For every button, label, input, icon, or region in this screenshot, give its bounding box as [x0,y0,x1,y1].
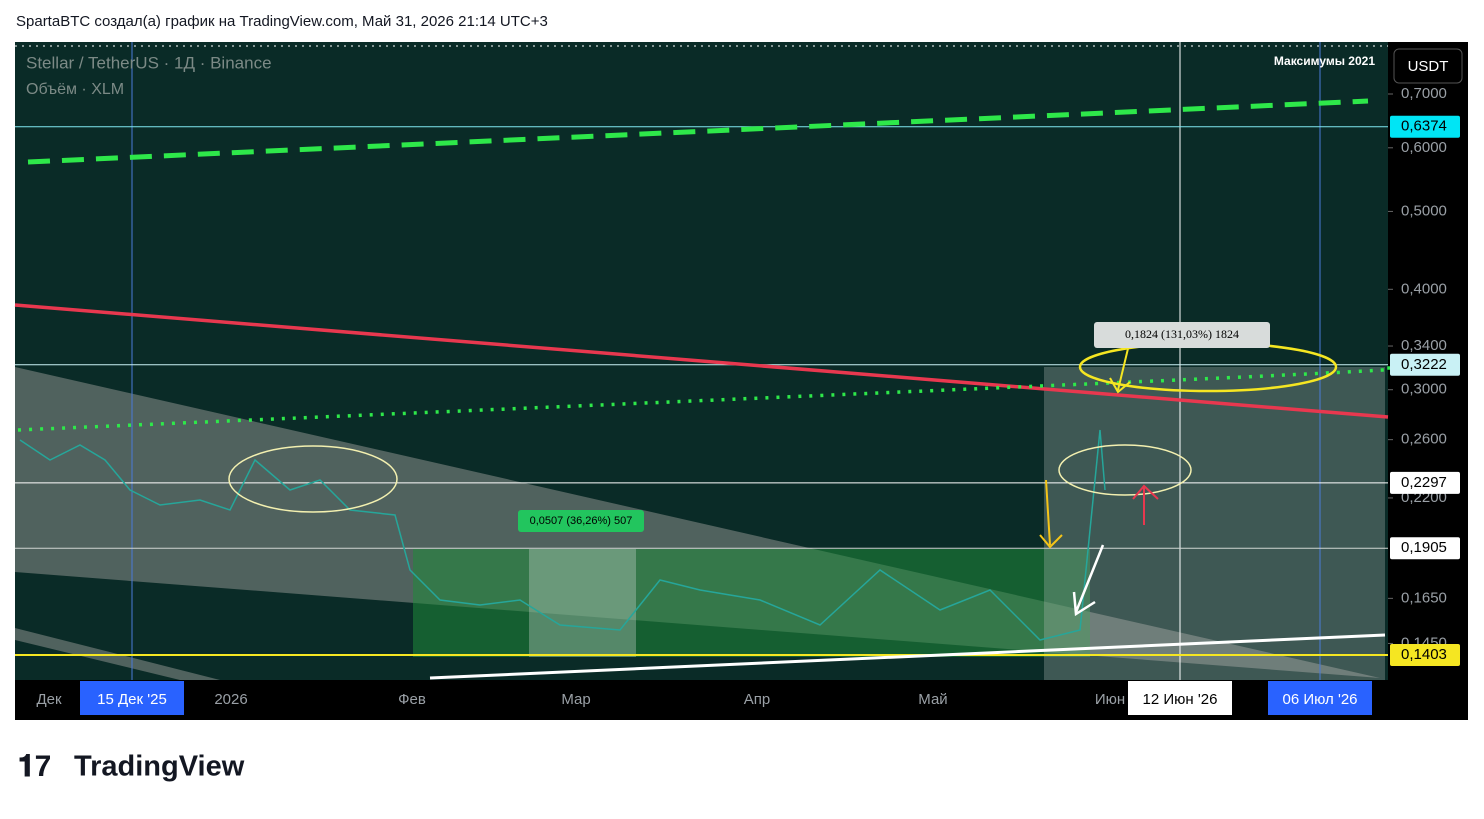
price-tick: 0,4000 [1401,280,1447,297]
price-level-box [1390,353,1460,376]
symbol-legend: Stellar / TetherUS · 1Д · Binance [26,53,272,72]
circle [1058,444,1192,496]
arrow [1132,484,1159,525]
annotation: Максимумы 2021 [1274,54,1375,68]
currency[interactable]: USDT [1408,58,1449,75]
support [429,633,1386,680]
price-level-box [1390,471,1460,494]
logo-mark: 𝟏7 [18,750,51,783]
arrow [1039,479,1063,549]
volume-legend: Объём · XLM [26,81,124,98]
arrow [1072,544,1105,617]
currency-button[interactable] [1393,48,1463,84]
time-label: Фев [398,691,426,708]
price-level-box [1390,643,1460,666]
price-tick: 0,2600 [1401,431,1447,448]
price-level-label: 0,3222 [1401,356,1447,373]
price-level-label: 0,2297 [1401,474,1447,491]
resistance [14,303,1389,419]
measure-box-2 [1044,367,1385,680]
time-label: 2026 [214,691,247,708]
time-label: 12 Июн '26 [1143,691,1218,708]
price-axis [1388,42,1468,720]
measure-label: 0,1824 (131,03%) 1824 [1125,327,1239,341]
time-label: Апр [744,691,770,708]
time-highlight [1268,681,1372,715]
logo: TradingView [74,751,245,783]
measure-box [529,549,636,657]
ticks: 0,7000 0,6000 0,5000 0,4000 0,3400 0,3000 0,26… [36,85,1460,715]
price-tick: 0,3000 [1401,381,1447,398]
price-tick: 0,7000 [1401,85,1447,102]
time-highlight [80,681,184,715]
time-label: Май [918,691,947,708]
time-label: 06 Июл '26 [1282,691,1357,708]
time-label: Июн [1095,691,1125,708]
dashed-trend [27,98,1369,165]
header: SpartaBTC создал(а) график на TradingVie… [16,13,548,30]
measure-label-bg [518,510,644,532]
price-level-box [1390,537,1460,560]
price-level-label: 0,1403 [1401,646,1447,663]
time-label: 15 Дек '25 [97,691,167,708]
price-level-label: 0,6374 [1401,118,1447,135]
time-highlight [1128,681,1232,715]
price-level-label: 0,1905 [1401,539,1447,556]
price-level-box [1390,115,1460,138]
price-tick: 0,3400 [1401,337,1447,354]
price-trace [19,429,1106,641]
price-tick: 0,5000 [1401,202,1447,219]
price-tick: 0,1650 [1401,589,1447,606]
range-box [413,549,1090,657]
time-label: Дек [36,691,62,708]
measure-label: 0,0507 (36,26%) 507 [530,515,633,527]
measure-label-bg [1094,322,1270,348]
price-tick: 0,6000 [1401,139,1447,156]
circle [228,445,398,513]
time-label: Мар [561,691,590,708]
